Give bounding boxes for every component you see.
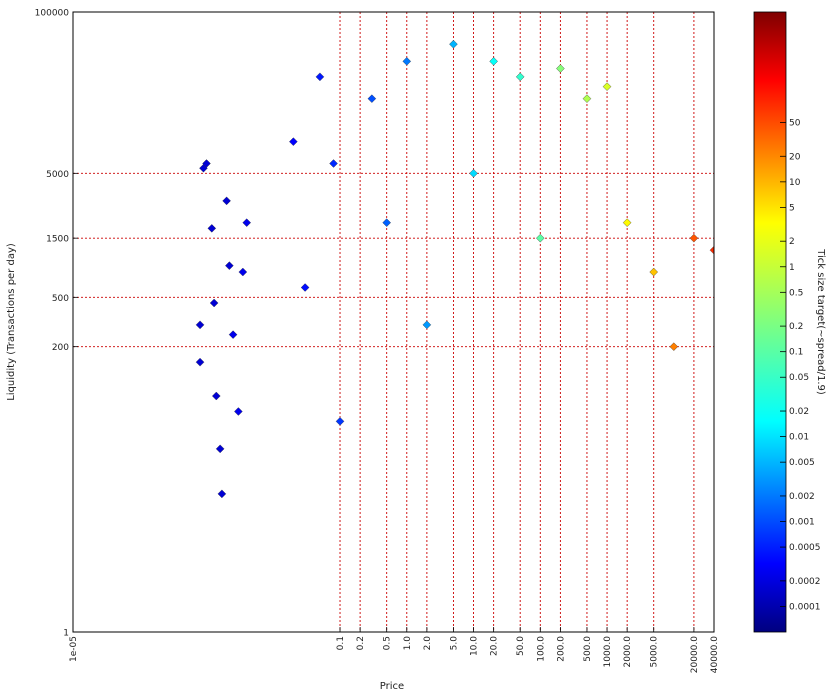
data-point bbox=[402, 57, 412, 66]
data-point bbox=[242, 218, 251, 227]
colorbar-tick-label: 0.2 bbox=[789, 322, 803, 332]
y-tick-label: 100000 bbox=[35, 9, 70, 19]
data-point bbox=[300, 283, 310, 292]
colorbar-tick-label: 2 bbox=[789, 237, 795, 247]
data-point bbox=[289, 137, 298, 146]
data-point bbox=[211, 391, 221, 401]
y-tick-label: 1 bbox=[63, 629, 69, 639]
colorbar-tick-label: 0.005 bbox=[789, 458, 815, 468]
colorbar-tick-label: 0.0002 bbox=[789, 577, 821, 587]
x-tick-label: 1e-05 bbox=[69, 636, 79, 662]
data-point bbox=[515, 72, 525, 82]
x-tick-label: 2.0 bbox=[423, 636, 433, 651]
data-point bbox=[382, 218, 391, 227]
data-point bbox=[329, 159, 338, 168]
x-tick-label: 40000.0 bbox=[710, 636, 720, 673]
data-point bbox=[238, 267, 248, 277]
colorbar-tick-label: 50 bbox=[789, 118, 801, 128]
data-point bbox=[622, 218, 632, 227]
y-axis-label: Liquidity (Transactions per day) bbox=[6, 243, 17, 401]
colorbar-label: Tick size target(~spread/1.9) bbox=[815, 248, 826, 395]
data-point bbox=[202, 159, 211, 168]
colorbar-tick-label: 0.0001 bbox=[789, 602, 821, 612]
colorbar-tick-label: 0.001 bbox=[789, 518, 815, 528]
x-tick-label: 0.2 bbox=[356, 636, 366, 650]
x-tick-label: 1.0 bbox=[403, 636, 413, 651]
x-tick-label: 500.0 bbox=[583, 636, 593, 662]
colorbar-tick-label: 0.5 bbox=[789, 288, 803, 298]
plot-frame bbox=[72, 11, 715, 633]
x-tick-label: 0.1 bbox=[336, 636, 346, 650]
data-point bbox=[709, 245, 714, 255]
x-tick-label: 1000.0 bbox=[603, 636, 613, 668]
x-tick-label: 5.0 bbox=[449, 636, 459, 651]
data-point bbox=[209, 298, 219, 308]
x-tick-label: 100.0 bbox=[536, 636, 546, 662]
data-point bbox=[422, 320, 432, 330]
x-tick-label: 10.0 bbox=[470, 636, 480, 656]
x-tick-label: 20.0 bbox=[490, 636, 500, 656]
y-tick-label: 1500 bbox=[46, 235, 69, 245]
data-point bbox=[449, 39, 458, 49]
data-point bbox=[225, 261, 234, 270]
data-point bbox=[215, 444, 225, 454]
colorbar-tick-label: 0.1 bbox=[789, 348, 803, 358]
data-point bbox=[335, 417, 345, 426]
data-point bbox=[315, 72, 325, 82]
colorbar-tick-label: 1 bbox=[789, 263, 795, 273]
data-point bbox=[217, 489, 227, 499]
data-point bbox=[649, 267, 658, 277]
x-axis-label: Price bbox=[380, 681, 404, 692]
data-point bbox=[228, 330, 238, 339]
plot-background bbox=[73, 12, 714, 632]
y-tick-label: 200 bbox=[52, 343, 69, 353]
data-point bbox=[602, 82, 612, 91]
colorbar-tick-label: 5 bbox=[789, 203, 795, 213]
colorbar bbox=[753, 11, 787, 633]
colorbar-tick-label: 0.002 bbox=[789, 492, 815, 502]
colorbar-tick-label: 0.02 bbox=[789, 407, 809, 417]
x-tick-label: 2000.0 bbox=[623, 636, 633, 668]
data-point bbox=[489, 57, 498, 66]
colorbar-tick-label: 0.05 bbox=[789, 373, 809, 383]
y-axis-ticks: 1 200 500 1500 5000 100000 bbox=[35, 9, 78, 639]
data-point bbox=[234, 407, 243, 416]
data-point bbox=[556, 64, 565, 73]
colorbar-tick-label: 0.0005 bbox=[789, 543, 821, 553]
data-point bbox=[689, 233, 699, 243]
data-point bbox=[222, 196, 231, 206]
x-tick-label: 200.0 bbox=[556, 636, 566, 662]
x-tick-label: 20000.0 bbox=[690, 636, 700, 673]
colorbar-tick-label: 0.01 bbox=[789, 433, 809, 443]
y-tick-label: 5000 bbox=[46, 170, 69, 180]
data-point bbox=[669, 342, 679, 351]
x-tick-label: 50.0 bbox=[516, 636, 526, 656]
y-tick-label: 500 bbox=[52, 294, 69, 304]
x-tick-label: 5000.0 bbox=[650, 636, 660, 668]
x-axis-ticks: 1e-05 0.1 0.2 0.5 1.0 2.0 5.0 10.0 20.0 50.0 100.0… bbox=[69, 627, 720, 673]
data-point bbox=[195, 357, 205, 367]
data-points bbox=[195, 39, 714, 499]
data-point bbox=[536, 233, 545, 243]
data-point bbox=[207, 224, 217, 233]
data-point bbox=[367, 94, 377, 103]
x-tick-label: 0.5 bbox=[383, 636, 393, 650]
data-point bbox=[582, 94, 592, 103]
data-point bbox=[195, 320, 205, 330]
colorbar-tick-label: 20 bbox=[789, 152, 801, 162]
data-point bbox=[469, 169, 478, 178]
colorbar-tick-label: 10 bbox=[789, 178, 801, 188]
colorbar-ticks: 0.0001 0.0002 0.0005 0.001 0.002 0.005 0.01 0.0… bbox=[780, 118, 821, 612]
